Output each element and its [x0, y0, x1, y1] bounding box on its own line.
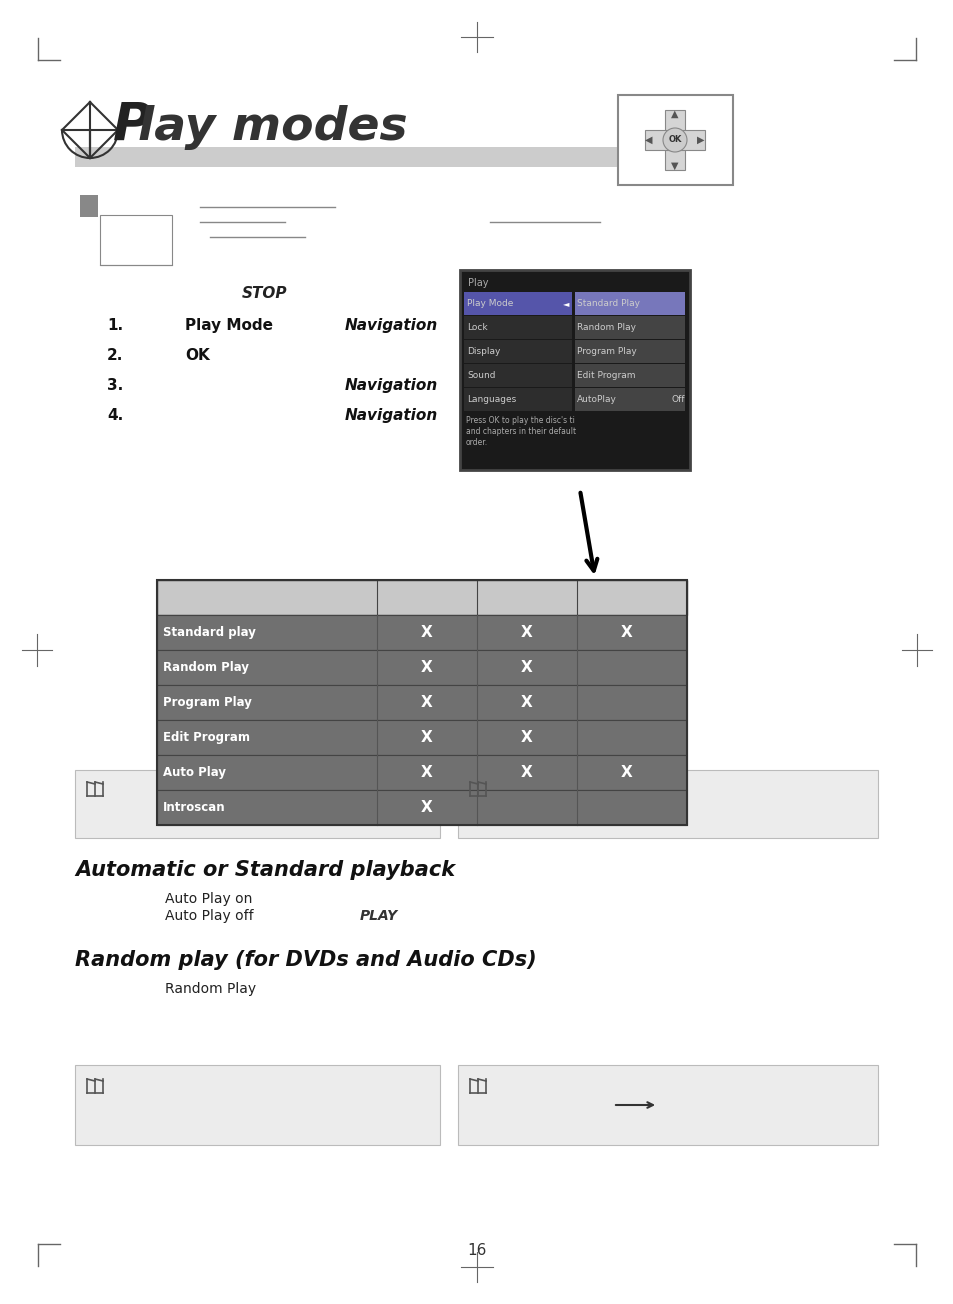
Text: 2.: 2. [107, 348, 123, 363]
Text: Standard play: Standard play [163, 626, 255, 639]
Text: 4.: 4. [107, 408, 123, 422]
Bar [100, 215, 172, 265]
Bar [463, 292, 572, 316]
Text: Navigation: Navigation [345, 408, 437, 422]
Text: Lock: Lock [467, 323, 487, 333]
Text: ▶: ▶ [697, 136, 704, 145]
Text: X: X [620, 625, 632, 640]
Text: X: X [420, 799, 433, 815]
Text: OK: OK [185, 348, 210, 363]
Text: Automatic or Standard playback: Automatic or Standard playback [75, 861, 455, 880]
Bar [157, 649, 686, 685]
Bar [664, 110, 684, 170]
Bar [157, 615, 686, 649]
Text: Auto Play: Auto Play [163, 765, 226, 778]
Text: Auto Play off: Auto Play off [165, 909, 253, 923]
Bar [463, 389, 572, 411]
Text: Program Play: Program Play [163, 696, 252, 709]
Text: Display: Display [467, 347, 500, 356]
Text: X: X [620, 765, 632, 780]
Text: Random play (for DVDs and Audio CDs): Random play (for DVDs and Audio CDs) [75, 951, 536, 970]
Bar [463, 340, 572, 363]
Bar [157, 755, 686, 790]
Bar [463, 316, 572, 339]
Text: Navigation: Navigation [345, 378, 437, 393]
Text: X: X [420, 730, 433, 745]
Bar [157, 720, 686, 755]
Text: Introscan: Introscan [163, 801, 226, 814]
Text: Program Play: Program Play [577, 347, 636, 356]
Text: Navigation: Navigation [345, 318, 437, 333]
Text: 1.: 1. [107, 318, 123, 333]
Text: Press OK to play the disc's ti: Press OK to play the disc's ti [465, 416, 575, 425]
Text: Languages: Languages [467, 395, 516, 404]
Bar [575, 389, 684, 411]
Text: X: X [520, 695, 533, 709]
Text: and chapters in their default: and chapters in their default [465, 426, 576, 436]
Bar [157, 580, 686, 615]
Bar [575, 292, 684, 316]
Bar [75, 147, 619, 167]
Bar [157, 790, 686, 825]
Text: 3.: 3. [107, 378, 123, 393]
Text: AutoPlay: AutoPlay [577, 395, 617, 404]
Bar [157, 685, 686, 720]
Text: ▼: ▼ [671, 160, 678, 171]
Text: ◄: ◄ [562, 300, 569, 309]
Text: Play: Play [468, 278, 488, 288]
Text: X: X [420, 695, 433, 709]
Text: Random Play: Random Play [163, 661, 249, 674]
Text: P: P [112, 100, 152, 153]
Bar [457, 769, 877, 838]
Bar [618, 95, 732, 185]
Bar [644, 130, 704, 150]
Text: Random Play: Random Play [577, 323, 636, 333]
Text: Play Mode: Play Mode [185, 318, 273, 333]
Text: Off: Off [671, 395, 685, 404]
Text: Standard Play: Standard Play [577, 300, 639, 309]
Text: X: X [420, 660, 433, 675]
Text: Play Mode: Play Mode [467, 300, 513, 309]
Bar [463, 364, 572, 387]
Bar [80, 216, 89, 227]
Text: Random Play: Random Play [165, 982, 255, 996]
Text: lay modes: lay modes [138, 106, 407, 150]
Bar [157, 580, 686, 825]
Bar [75, 769, 439, 838]
Text: Edit Program: Edit Program [163, 732, 250, 745]
Bar [457, 1065, 877, 1145]
Text: STOP: STOP [242, 286, 287, 301]
Text: X: X [420, 765, 433, 780]
Text: ◀: ◀ [644, 136, 652, 145]
Bar [459, 270, 689, 469]
Text: X: X [520, 625, 533, 640]
Bar [575, 364, 684, 387]
Text: X: X [520, 730, 533, 745]
Text: PLAY: PLAY [359, 909, 397, 923]
Text: 16: 16 [467, 1243, 486, 1258]
Text: X: X [520, 660, 533, 675]
Circle shape [662, 128, 686, 153]
Bar [80, 196, 98, 216]
Bar [575, 316, 684, 339]
Text: OK: OK [668, 136, 681, 145]
Text: ▲: ▲ [671, 110, 678, 119]
Text: order.: order. [465, 438, 488, 447]
Text: X: X [520, 765, 533, 780]
Text: Sound: Sound [467, 372, 495, 381]
Text: Auto Play on: Auto Play on [165, 892, 253, 906]
Text: X: X [420, 625, 433, 640]
Text: Edit Program: Edit Program [577, 372, 635, 381]
Bar [75, 1065, 439, 1145]
Bar [575, 340, 684, 363]
